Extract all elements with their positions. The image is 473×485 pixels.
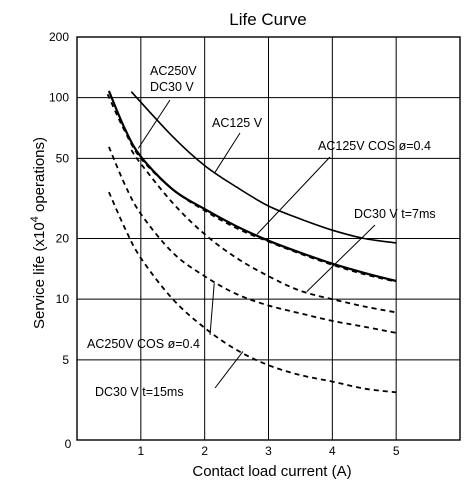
y-tick-label: 20 [56, 232, 70, 246]
y-tick-label: 200 [49, 30, 69, 44]
label-ac125v: AC125 V [212, 116, 263, 130]
annotations: AC250V DC30 V AC125 V AC125V COS ø=0.4 DC30 … [87, 64, 436, 399]
series-lines [106, 90, 397, 394]
plot-frame [76, 36, 461, 441]
x-tick-label: 1 [137, 444, 144, 458]
x-tick-label: 4 [329, 444, 336, 458]
series-line-2 [106, 93, 397, 283]
label-ac250v-dc30v: DC30 V [150, 80, 194, 94]
series-line-5 [108, 191, 397, 394]
y-tick-label: 50 [56, 151, 70, 165]
series-line-3 [130, 149, 397, 314]
x-tick-label: 3 [265, 444, 272, 458]
y-axis-ticks: 200 100 50 20 10 5 [49, 30, 69, 367]
label-ac125v-cos-leader [256, 156, 331, 235]
label-ac250v-dc30v: AC250V [150, 64, 197, 78]
label-dc30v-15ms-leader [214, 351, 244, 389]
label-ac250v-dc30v-leader [137, 99, 171, 149]
label-ac125v-leader [213, 132, 241, 174]
y-tick-label: 100 [49, 91, 69, 105]
x-tick-label: 2 [201, 444, 208, 458]
label-dc30v-7ms: DC30 V t=7ms [354, 207, 436, 221]
y-axis-label: Service life (x104 operations) [29, 137, 48, 329]
grid-lines [76, 36, 461, 441]
y-axis-label-main: Service life (x10 [31, 222, 48, 329]
label-ac250v-cos-leader [209, 283, 215, 336]
y-tick-label: 10 [56, 292, 70, 306]
x-axis-ticks: 0 1 2 3 4 5 [65, 437, 400, 458]
series-line-4 [108, 146, 397, 334]
label-dc30v-15ms: DC30 V t=15ms [95, 385, 184, 399]
label-dc30v-7ms-leader [306, 224, 376, 292]
series-line-0 [130, 91, 397, 244]
x-axis-label: Contact load current (A) [192, 463, 351, 480]
chart-title: Life Curve [229, 10, 306, 29]
y-axis-label-exponent: 4 [29, 216, 41, 222]
y-tick-label: 5 [62, 353, 69, 367]
label-ac125v-cos: AC125V COS ø=0.4 [318, 139, 431, 153]
x-tick-label: 5 [393, 444, 400, 458]
series-line-1 [107, 90, 397, 283]
label-ac250v-cos: AC250V COS ø=0.4 [87, 337, 200, 351]
y-axis-label-end: operations) [31, 137, 48, 216]
x-tick-label: 0 [65, 437, 72, 451]
